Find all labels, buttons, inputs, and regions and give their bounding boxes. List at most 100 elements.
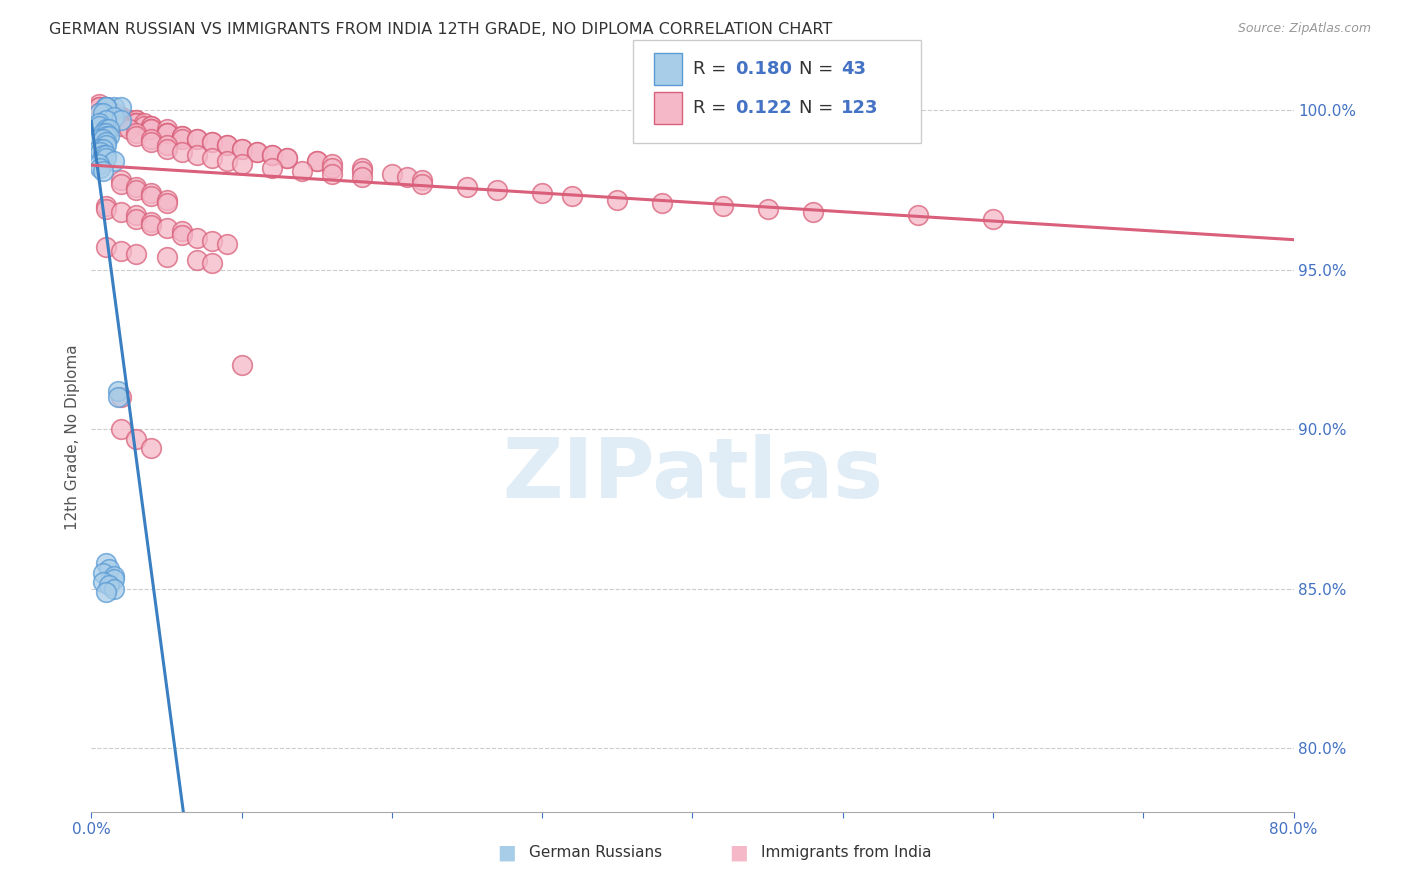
Point (215, 138, 238, 153)
Point (98, 578, 121, 592)
Point (103, 154, 125, 169)
Point (155, 126, 177, 140)
Point (141, 119, 163, 133)
Point (103, 582, 125, 596)
Point (260, 148, 283, 162)
Point (395, 170, 418, 185)
Point (411, 177, 433, 191)
Point (561, 189, 583, 203)
Point (186, 231, 208, 245)
Text: R =: R = (693, 99, 733, 117)
Point (155, 142, 177, 156)
Point (110, 110, 132, 124)
Point (155, 122, 177, 136)
Point (96, 122, 118, 136)
Point (93, 575, 115, 590)
Point (651, 195, 673, 210)
Point (96, 112, 118, 127)
Point (93, 126, 115, 140)
Point (350, 161, 373, 175)
Point (276, 151, 298, 165)
Text: N =: N = (799, 60, 838, 78)
Point (96, 202, 118, 216)
Point (87, 119, 110, 133)
Point (141, 122, 163, 136)
Text: 43: 43 (841, 60, 866, 78)
Point (381, 167, 404, 181)
Point (260, 161, 283, 175)
Point (276, 151, 298, 165)
Point (96, 128, 118, 143)
Point (486, 183, 509, 197)
Point (103, 106, 125, 120)
Point (201, 234, 224, 248)
Point (291, 164, 314, 178)
Point (231, 359, 253, 373)
Point (170, 128, 193, 143)
Point (110, 110, 132, 124)
Point (87, 132, 110, 146)
Point (155, 193, 177, 207)
Point (125, 126, 148, 140)
Point (170, 224, 193, 238)
Point (87, 116, 110, 130)
Point (125, 183, 148, 197)
Point (93, 142, 115, 156)
Point (118, 112, 141, 127)
Point (246, 145, 269, 159)
Point (155, 126, 177, 140)
Point (132, 119, 155, 133)
Point (141, 186, 163, 201)
Point (110, 110, 132, 124)
Point (125, 209, 148, 223)
Point (141, 442, 163, 456)
Point (93, 164, 115, 178)
Point (186, 132, 208, 146)
Point (110, 390, 132, 404)
Point (125, 246, 148, 260)
Point (96, 100, 118, 114)
Point (531, 186, 554, 201)
Point (93, 148, 115, 162)
Point (215, 138, 238, 153)
Point (118, 112, 141, 127)
Point (186, 132, 208, 146)
Point (141, 135, 163, 149)
Point (155, 250, 177, 264)
Text: R =: R = (693, 60, 733, 78)
Point (246, 145, 269, 159)
Point (186, 253, 208, 268)
Point (155, 221, 177, 235)
Point (96, 100, 118, 114)
Point (96, 135, 118, 149)
Text: N =: N = (799, 99, 838, 117)
Point (93, 132, 115, 146)
Point (103, 100, 125, 114)
Point (96, 112, 118, 127)
Point (350, 164, 373, 178)
Point (981, 211, 1004, 226)
Text: 123: 123 (841, 99, 879, 117)
Point (118, 122, 141, 136)
Point (170, 227, 193, 242)
Point (87, 100, 110, 114)
Point (96, 148, 118, 162)
Point (110, 177, 132, 191)
Point (93, 103, 115, 118)
Point (456, 179, 478, 194)
Point (87, 106, 110, 120)
Point (155, 138, 177, 153)
Point (125, 112, 148, 127)
Point (110, 112, 132, 127)
Point (125, 179, 148, 194)
Point (110, 244, 132, 258)
Point (87, 100, 110, 114)
Point (201, 135, 224, 149)
Point (125, 112, 148, 127)
Point (96, 106, 118, 120)
Point (141, 218, 163, 232)
Point (170, 128, 193, 143)
Point (801, 205, 824, 219)
Point (606, 193, 628, 207)
Point (107, 390, 129, 404)
